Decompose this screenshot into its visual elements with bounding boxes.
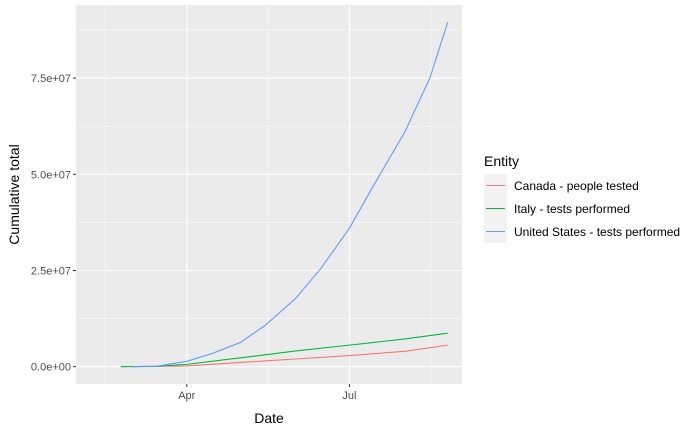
x-tick-label: Jul [342,390,356,402]
y-axis: 0.0e+00 2.5e+07 5.0e+07 7.5e+07 [31,73,76,374]
y-tick-label: 7.5e+07 [31,73,71,85]
series-line-0 [131,344,448,368]
legend-title: Entity [484,153,519,169]
minor-gridlines [76,5,462,384]
series-line-2 [131,22,449,368]
legend-label: Italy - tests performed [514,202,630,216]
legend-item: Italy - tests performed [484,197,630,220]
major-gridlines [76,5,462,384]
legend-label: United States - tests performed [514,225,680,239]
y-tick-label: 0.0e+00 [31,362,71,374]
x-axis-title: Date [254,410,284,426]
legend-item: United States - tests performed [484,220,680,243]
y-tick-label: 5.0e+07 [31,169,71,181]
y-tick-label: 2.5e+07 [31,265,71,277]
y-axis-title: Cumulative total [6,144,22,244]
plot-panel [76,5,462,384]
legend-label: Canada - people tested [514,179,639,193]
x-axis: Apr Jul [178,384,356,402]
x-tick-label: Apr [178,390,195,402]
legend: Entity Canada - people tested Italy - tes… [484,153,680,243]
series-lines [120,22,449,368]
legend-item: Canada - people tested [484,174,639,197]
